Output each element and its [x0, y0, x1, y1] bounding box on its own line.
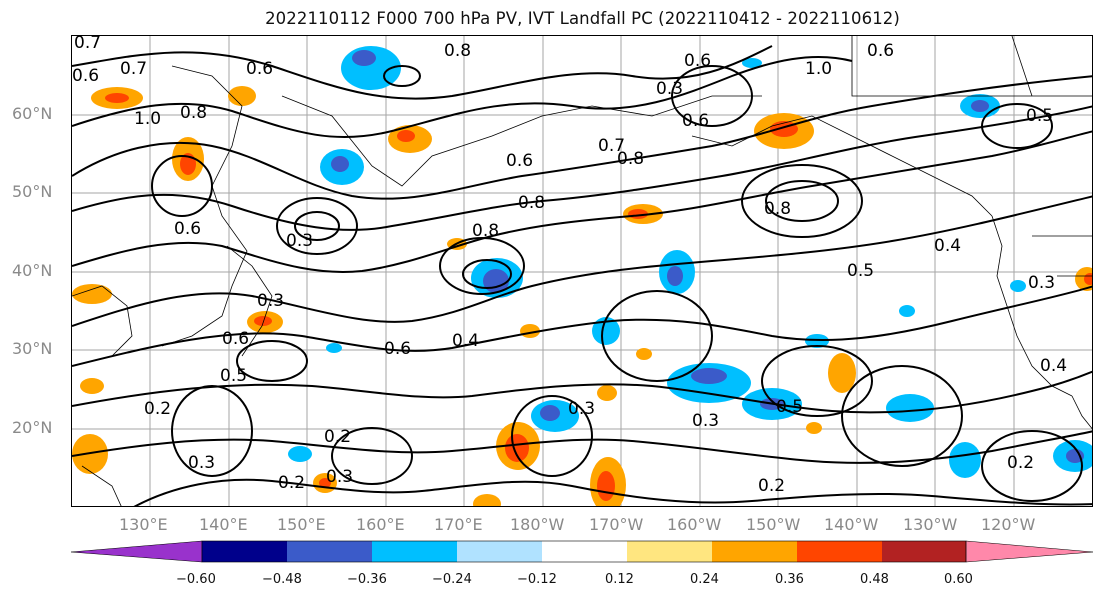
colorbar-bin: [797, 541, 882, 562]
colorbar-tick: 0.12: [605, 572, 634, 587]
lat-label: 50°N: [12, 182, 53, 201]
colorbar-tick: −0.60: [176, 572, 216, 587]
colorbar: [70, 540, 1094, 563]
lat-label: 40°N: [12, 261, 53, 280]
contour-label: 0.6: [867, 41, 894, 61]
contour-label: 0.2: [1007, 453, 1034, 473]
map-title: 2022110112 F000 700 hPa PV, IVT Landfall…: [265, 9, 900, 28]
colorbar-bin: [712, 541, 797, 562]
colorbar-bin: [882, 541, 966, 562]
colorbar-bin: [202, 541, 287, 562]
colorbar-tick: −0.36: [347, 572, 387, 587]
contour-label: 0.4: [1040, 356, 1067, 376]
graticule: [72, 36, 1092, 506]
contour-label: 0.8: [472, 221, 499, 241]
colorbar-bin: [287, 541, 372, 562]
contour-label: 0.6: [384, 339, 411, 359]
contour-label: 0.2: [144, 399, 171, 419]
colorbar-bin: [542, 541, 627, 562]
lon-label: 170°W: [589, 515, 644, 534]
colorbar-tick: 0.60: [944, 572, 973, 587]
lon-label: 120°W: [981, 515, 1036, 534]
contour-label: 0.4: [452, 331, 479, 351]
colorbar-bin: [372, 541, 457, 562]
colorbar-tick: −0.48: [262, 572, 302, 587]
colorbar-tick: −0.12: [517, 572, 557, 587]
colorbar-tick: 0.36: [775, 572, 804, 587]
lon-label: 180°W: [510, 515, 565, 534]
lon-label: 160°E: [356, 515, 405, 534]
lon-label: 150°E: [277, 515, 326, 534]
contour-label: 0.8: [180, 103, 207, 123]
contour-label: 0.3: [656, 79, 683, 99]
contour-label: 0.5: [220, 366, 247, 386]
colorbar-tick: 0.48: [860, 572, 889, 587]
contour-label: 0.3: [257, 291, 284, 311]
contour-label: 0.5: [776, 397, 803, 417]
contour-label: 0.3: [286, 231, 313, 251]
contour-labels: 0.7 0.6 0.7 1.0 0.8 0.6 0.8 0.6 0.3 0.7 …: [72, 36, 1067, 496]
contour-label: 0.8: [764, 199, 791, 219]
lon-label: 160°W: [667, 515, 722, 534]
lat-label: 30°N: [12, 339, 53, 358]
contour-label: 0.6: [684, 51, 711, 71]
contour-label: 0.6: [174, 219, 201, 239]
colorbar-extend-min: [70, 540, 203, 563]
lon-label: 130°W: [903, 515, 958, 534]
contour-label: 0.6: [72, 66, 99, 86]
contour-label: 0.3: [568, 399, 595, 419]
contour-label: 0.8: [617, 149, 644, 169]
map-svg: 0.7 0.6 0.7 1.0 0.8 0.6 0.8 0.6 0.3 0.7 …: [72, 36, 1092, 506]
contour-label: 0.6: [506, 151, 533, 171]
lon-label: 140°E: [199, 515, 248, 534]
lon-label: 150°W: [746, 515, 801, 534]
lon-label: 130°E: [119, 515, 168, 534]
contour-label: 1.0: [805, 59, 832, 79]
contour-label: 0.6: [682, 111, 709, 131]
lat-label: 20°N: [12, 418, 53, 437]
contour-label: 0.3: [188, 453, 215, 473]
contour-label: 0.7: [74, 36, 101, 53]
contour-label: 0.3: [692, 411, 719, 431]
contour-label: 0.7: [120, 59, 147, 79]
colorbar-extend-max: [965, 540, 1094, 563]
contour-label: 0.3: [326, 467, 353, 487]
colorbar-bin: [627, 541, 712, 562]
pv-contours: [72, 45, 1092, 506]
contour-label: 0.3: [1028, 273, 1055, 293]
lon-label: 140°W: [824, 515, 879, 534]
contour-label: 0.5: [1026, 106, 1053, 126]
contour-label: 1.0: [134, 109, 161, 129]
contour-label: 0.6: [246, 59, 273, 79]
coastlines: [72, 36, 1092, 506]
contour-label: 0.2: [324, 427, 351, 447]
map-panel: 0.7 0.6 0.7 1.0 0.8 0.6 0.8 0.6 0.3 0.7 …: [71, 35, 1093, 507]
colorbar-tick: −0.24: [432, 572, 472, 587]
colorbar-tick: 0.24: [690, 572, 719, 587]
contour-label: 0.6: [222, 329, 249, 349]
contour-label: 0.8: [518, 193, 545, 213]
colorbar-bin: [457, 541, 542, 562]
contour-label: 0.2: [278, 473, 305, 493]
contour-label: 0.4: [934, 236, 961, 256]
lon-label: 170°E: [434, 515, 483, 534]
lat-label: 60°N: [12, 104, 53, 123]
contour-label: 0.7: [598, 136, 625, 156]
pv-anomaly-shading: [72, 46, 1092, 506]
contour-label: 0.2: [758, 476, 785, 496]
contour-label: 0.5: [847, 261, 874, 281]
contour-label: 0.8: [444, 41, 471, 61]
